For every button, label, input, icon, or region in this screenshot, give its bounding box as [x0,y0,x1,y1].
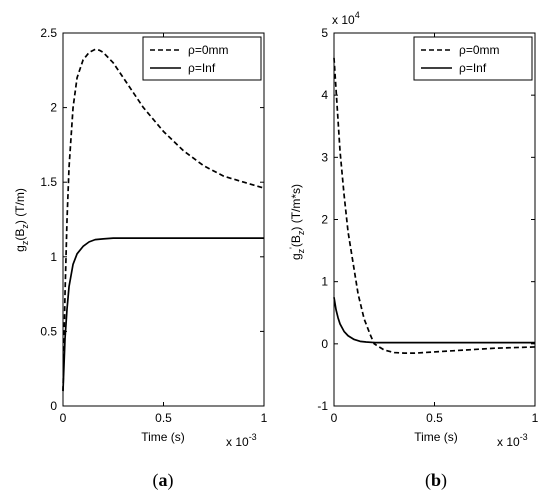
chart-a-xtick-label: 0 [60,411,67,425]
chart-a-plot-frame [62,32,265,407]
chart-a-legend-label: ρ=0mm [188,43,229,57]
chart-a-legend-box [142,36,262,81]
chart-a-legend: ρ=0mm ρ=Inf [142,36,262,81]
chart-a-ytick-label: 0.5 [40,324,57,338]
chart-a-x-multiplier: x 10-3 [226,432,257,449]
chart-b-legend-label: ρ=0mm [459,43,500,57]
chart-b-ylabel: gz'(Bz) (T/m*s) [288,184,306,260]
chart-a-legend-label: ρ=Inf [188,61,216,75]
chart-a: 0 0.5 1 0 0.5 1 1.5 2 2.5 Time (s) x 10-3 gz(Bz)… [13,26,268,449]
chart-b-xtick-label: 1 [532,411,539,425]
chart-b-legend-label: ρ=Inf [459,61,487,75]
chart-a-ylabel: gz(Bz) (T/m) [13,188,30,252]
chart-b-x-multiplier: x 10-3 [497,432,528,449]
chart-b-xlabel: Time (s) [414,430,458,444]
chart-a-series-dashed-line [62,48,265,392]
chart-b-series-dashed-line [333,57,536,355]
chart-b-ytick-label: 4 [321,88,328,102]
chart-b-legend-box [413,36,533,81]
chart-a-xtick-label: 0.5 [155,411,172,425]
chart-a-ytick-label: 0 [50,399,57,413]
chart-b-ytick-label: 3 [321,150,328,164]
chart-a-series-solid-line [62,237,264,392]
chart-a-ytick-label: 1 [50,250,57,264]
chart-b-ytick-label: 2 [321,213,328,227]
chart-b-ytick-label: 1 [321,275,328,289]
chart-a-ytick-label: 2.5 [40,26,57,40]
caption-b: (b) [425,470,447,491]
caption-a: (a) [153,470,174,491]
chart-b-ytick-label: 0 [321,337,328,351]
chart-a-xtick-label: 1 [261,411,268,425]
chart-a-xlabel: Time (s) [141,430,185,444]
chart-a-ytick-label: 2 [50,101,57,115]
chart-b-plot-frame [333,32,536,407]
chart-b-xtick-label: 0.5 [426,411,443,425]
chart-b-series-solid-line [333,297,535,344]
chart-b-legend: ρ=0mm ρ=Inf [413,36,533,81]
chart-a-ytick-label: 1.5 [40,175,57,189]
chart-b-ytick-label: -1 [317,399,328,413]
chart-b-xtick-label: 0 [331,411,338,425]
chart-b-ytick-label: 5 [321,26,328,40]
chart-b-y-multiplier: x 104 [332,10,360,27]
